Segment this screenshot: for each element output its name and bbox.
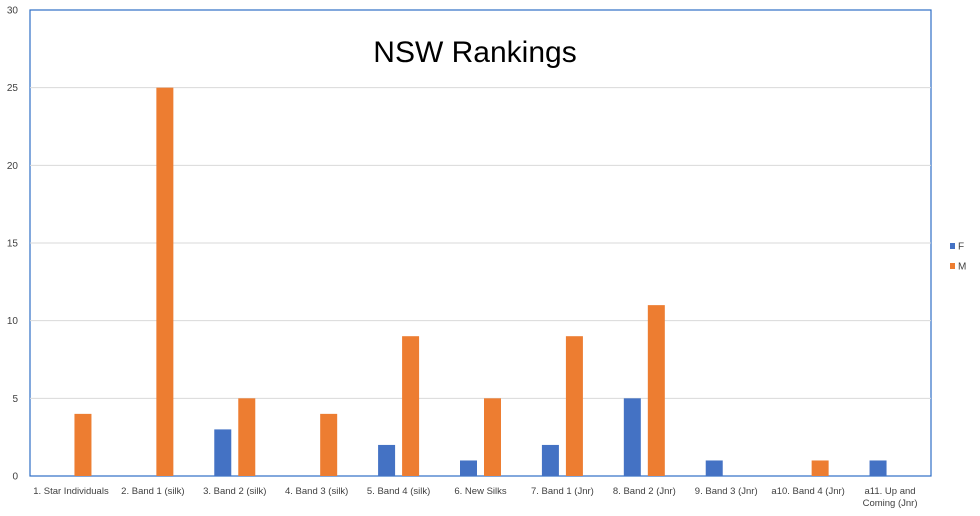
y-tick-label: 10: [7, 316, 19, 327]
bar-m-5: [484, 398, 501, 476]
y-tick-label: 30: [7, 6, 19, 17]
x-tick-label: 4. Band 3 (silk): [285, 486, 348, 497]
y-tick-label: 15: [7, 239, 19, 250]
x-tick-label: 6. New Silks: [454, 486, 507, 497]
bar-m-1: [156, 87, 174, 477]
x-tick-label: a11. Up and: [865, 486, 916, 497]
x-tick-label: a10. Band 4 (Jnr): [771, 486, 844, 497]
legend-swatch-m: [950, 263, 955, 269]
bar-m-2: [238, 398, 256, 476]
bar-f-6: [541, 444, 559, 476]
bar-f-8: [705, 460, 723, 476]
bar-m-7: [647, 305, 665, 476]
bar-m-4: [402, 336, 420, 476]
y-tick-label: 25: [7, 83, 19, 94]
bar-m-0: [74, 413, 92, 476]
x-tick-label: 8. Band 2 (Jnr): [613, 486, 676, 497]
bar-f-7: [623, 398, 641, 476]
bar-f-5: [460, 460, 477, 476]
y-tick-label: 5: [12, 394, 18, 405]
legend-label-m: M: [958, 262, 966, 273]
x-tick-label: 9. Band 3 (Jnr): [695, 486, 758, 497]
legend-label-f: F: [958, 242, 964, 253]
bar-m-6: [565, 336, 583, 476]
x-tick-label: Coming (Jnr): [863, 498, 918, 509]
y-tick-label: 0: [12, 472, 18, 483]
chart-title: NSW Rankings: [373, 36, 576, 69]
bar-m-9: [811, 460, 829, 476]
x-tick-label: 7. Band 1 (Jnr): [531, 486, 594, 497]
bar-f-2: [214, 429, 232, 476]
bar-f-4: [378, 444, 396, 476]
x-tick-label: 1. Star Individuals: [33, 486, 109, 497]
y-tick-label: 20: [7, 161, 19, 172]
bar-f-10: [869, 460, 887, 476]
legend-swatch-f: [950, 243, 955, 249]
x-tick-label: 2. Band 1 (silk): [121, 486, 184, 497]
bar-m-3: [320, 413, 338, 476]
x-tick-label: 5. Band 4 (silk): [367, 486, 430, 497]
x-tick-label: 3. Band 2 (silk): [203, 486, 266, 497]
